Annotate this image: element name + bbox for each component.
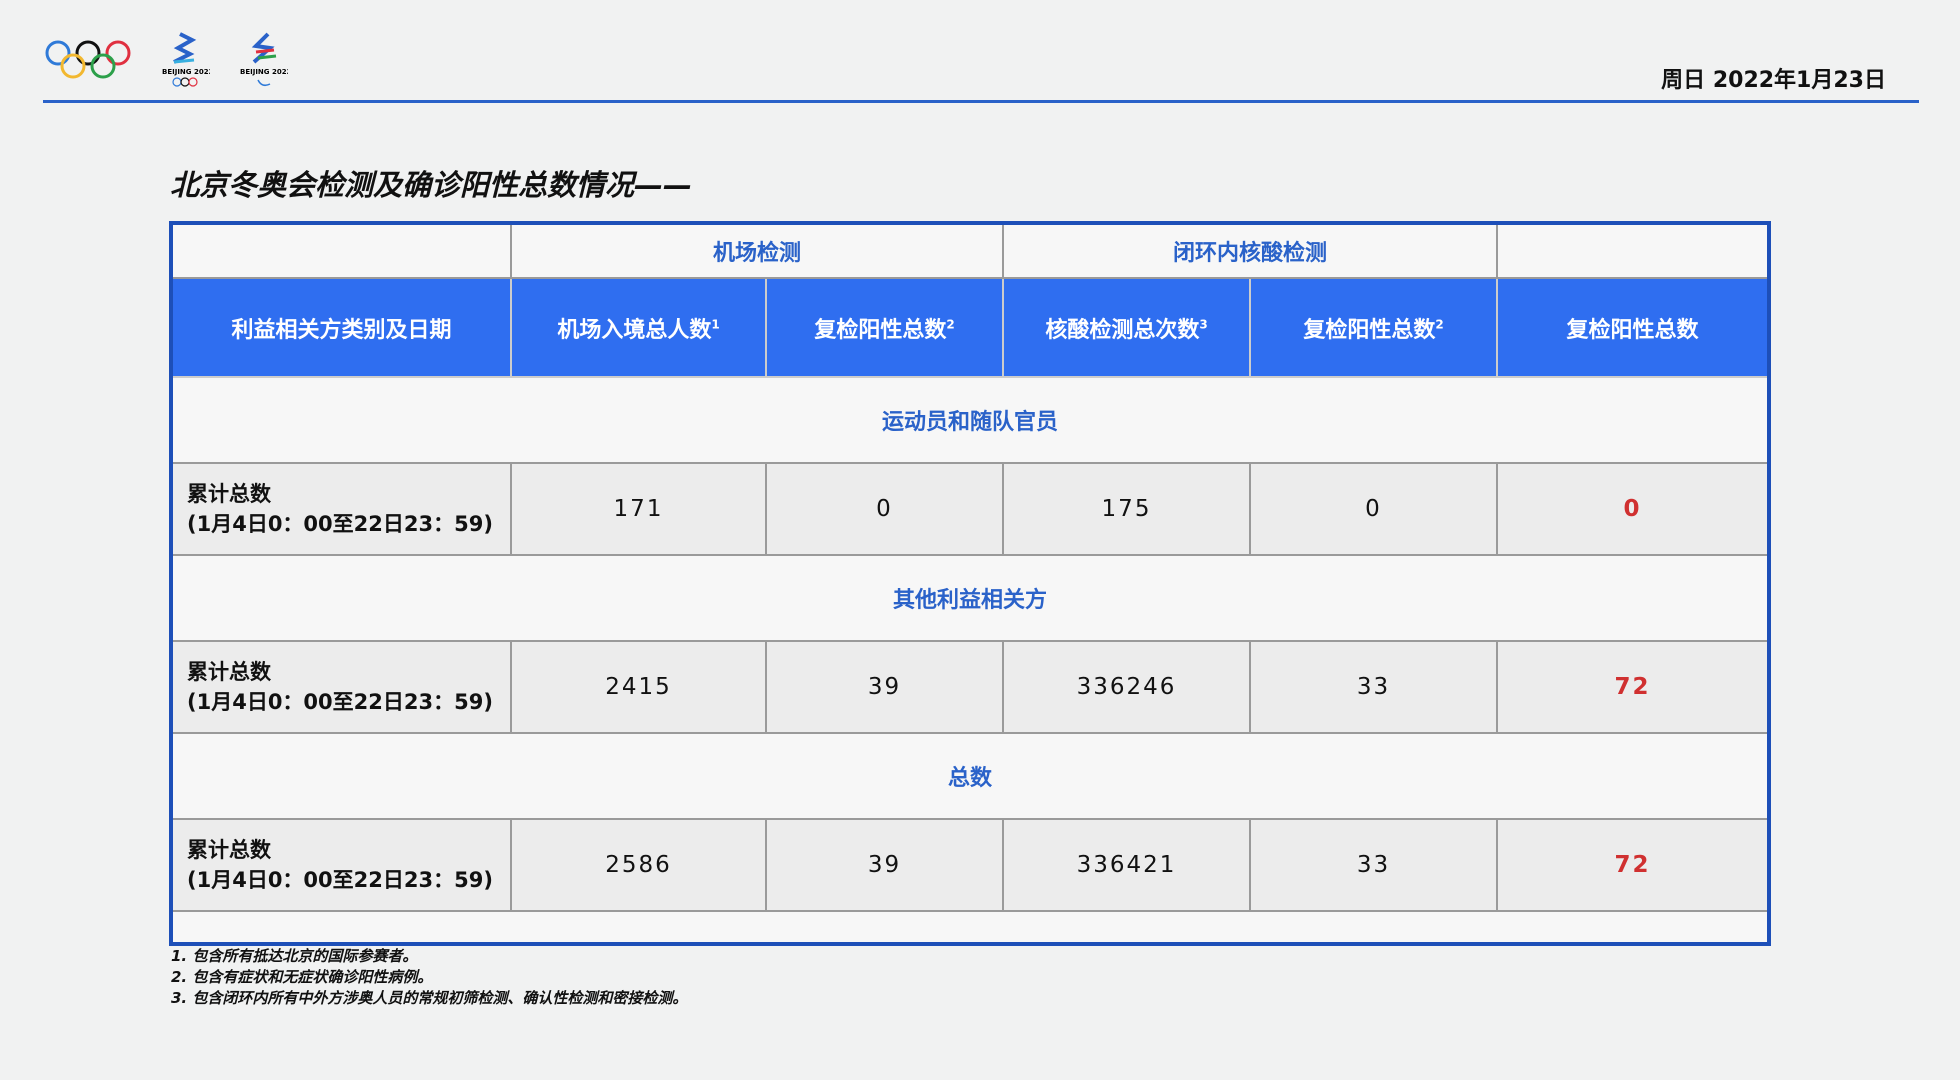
group-header: 闭环内核酸检测 <box>1002 222 1498 279</box>
table-cell: 175 <box>1002 462 1251 556</box>
date: 周日 2022年1月23日 <box>1661 68 1886 93</box>
beijing-2022-olympic-emblem: BEIJING 2022 <box>162 32 210 87</box>
column-header: 复检阳性总数 <box>1496 277 1770 378</box>
column-header: 核酸检测总次数3 <box>1002 277 1251 378</box>
table-cell: 2586 <box>510 818 767 912</box>
table-row: 累计总数 (1月4日0：00至22日23：59) 2586 39 336421 33 72 <box>170 818 1770 912</box>
page-title: 北京冬奥会检测及确诊阳性总数情况—— <box>170 168 693 202</box>
table-cell: 2415 <box>510 640 767 734</box>
column-header: 复检阳性总数2 <box>1249 277 1498 378</box>
table-row: 累计总数 (1月4日0：00至22日23：59) 2415 39 336246 33 72 <box>170 640 1770 734</box>
table-cell: 39 <box>765 640 1004 734</box>
footnotes: 1. 包含所有抵达北京的国际参赛者。 2. 包含有症状和无症状确诊阳性病例。 3… <box>171 946 687 1009</box>
section-title: 其他利益相关方 <box>170 554 1770 642</box>
svg-text:BEIJING 2022: BEIJING 2022 <box>240 68 288 76</box>
group-header-row: 机场检测 闭环内核酸检测 <box>170 222 1770 279</box>
table-cell: 0 <box>1496 462 1770 556</box>
header-divider <box>43 100 1919 103</box>
section-row: 总数 <box>170 732 1770 820</box>
table-cell: 72 <box>1496 640 1770 734</box>
section-row: 其他利益相关方 <box>170 554 1770 642</box>
results-table: 机场检测 闭环内核酸检测 利益相关方类别及日期 机场入境总人数1 复检阳性总数2… <box>169 221 1771 946</box>
section-title: 总数 <box>170 732 1770 820</box>
table-cell: 0 <box>765 462 1004 556</box>
beijing-2022-paralympic-emblem: BEIJING 2022 <box>240 32 288 87</box>
footnote: 1. 包含所有抵达北京的国际参赛者。 <box>171 947 418 965</box>
footnote: 2. 包含有症状和无症状确诊阳性病例。 <box>171 968 433 986</box>
row-label: 累计总数 (1月4日0：00至22日23：59) <box>170 640 512 734</box>
table-cell: 336421 <box>1002 818 1251 912</box>
column-header: 利益相关方类别及日期 <box>170 277 512 378</box>
section-row: 运动员和随队官员 <box>170 376 1770 464</box>
table-cell: 33 <box>1249 818 1498 912</box>
table-cell: 39 <box>765 818 1004 912</box>
table-cell: 171 <box>510 462 767 556</box>
footnote: 3. 包含闭环内所有中外方涉奥人员的常规初筛检测、确认性检测和密接检测。 <box>171 989 688 1007</box>
olympic-rings-logo <box>45 40 131 79</box>
column-header: 机场入境总人数1 <box>510 277 767 378</box>
logos: BEIJING 2022 BEIJING 2022 <box>44 30 288 90</box>
table-cell: 0 <box>1249 462 1498 556</box>
group-header: 机场检测 <box>510 222 1004 279</box>
row-label: 累计总数 (1月4日0：00至22日23：59) <box>170 818 512 912</box>
table-row: 累计总数 (1月4日0：00至22日23：59) 171 0 175 0 0 <box>170 462 1770 556</box>
column-header-row: 利益相关方类别及日期 机场入境总人数1 复检阳性总数2 核酸检测总次数3 复检阳… <box>170 277 1770 378</box>
section-title: 运动员和随队官员 <box>170 376 1770 464</box>
column-header: 复检阳性总数2 <box>765 277 1004 378</box>
table-cell: 336246 <box>1002 640 1251 734</box>
table-cell: 33 <box>1249 640 1498 734</box>
svg-text:BEIJING 2022: BEIJING 2022 <box>162 68 210 76</box>
table-cell: 72 <box>1496 818 1770 912</box>
row-label: 累计总数 (1月4日0：00至22日23：59) <box>170 462 512 556</box>
